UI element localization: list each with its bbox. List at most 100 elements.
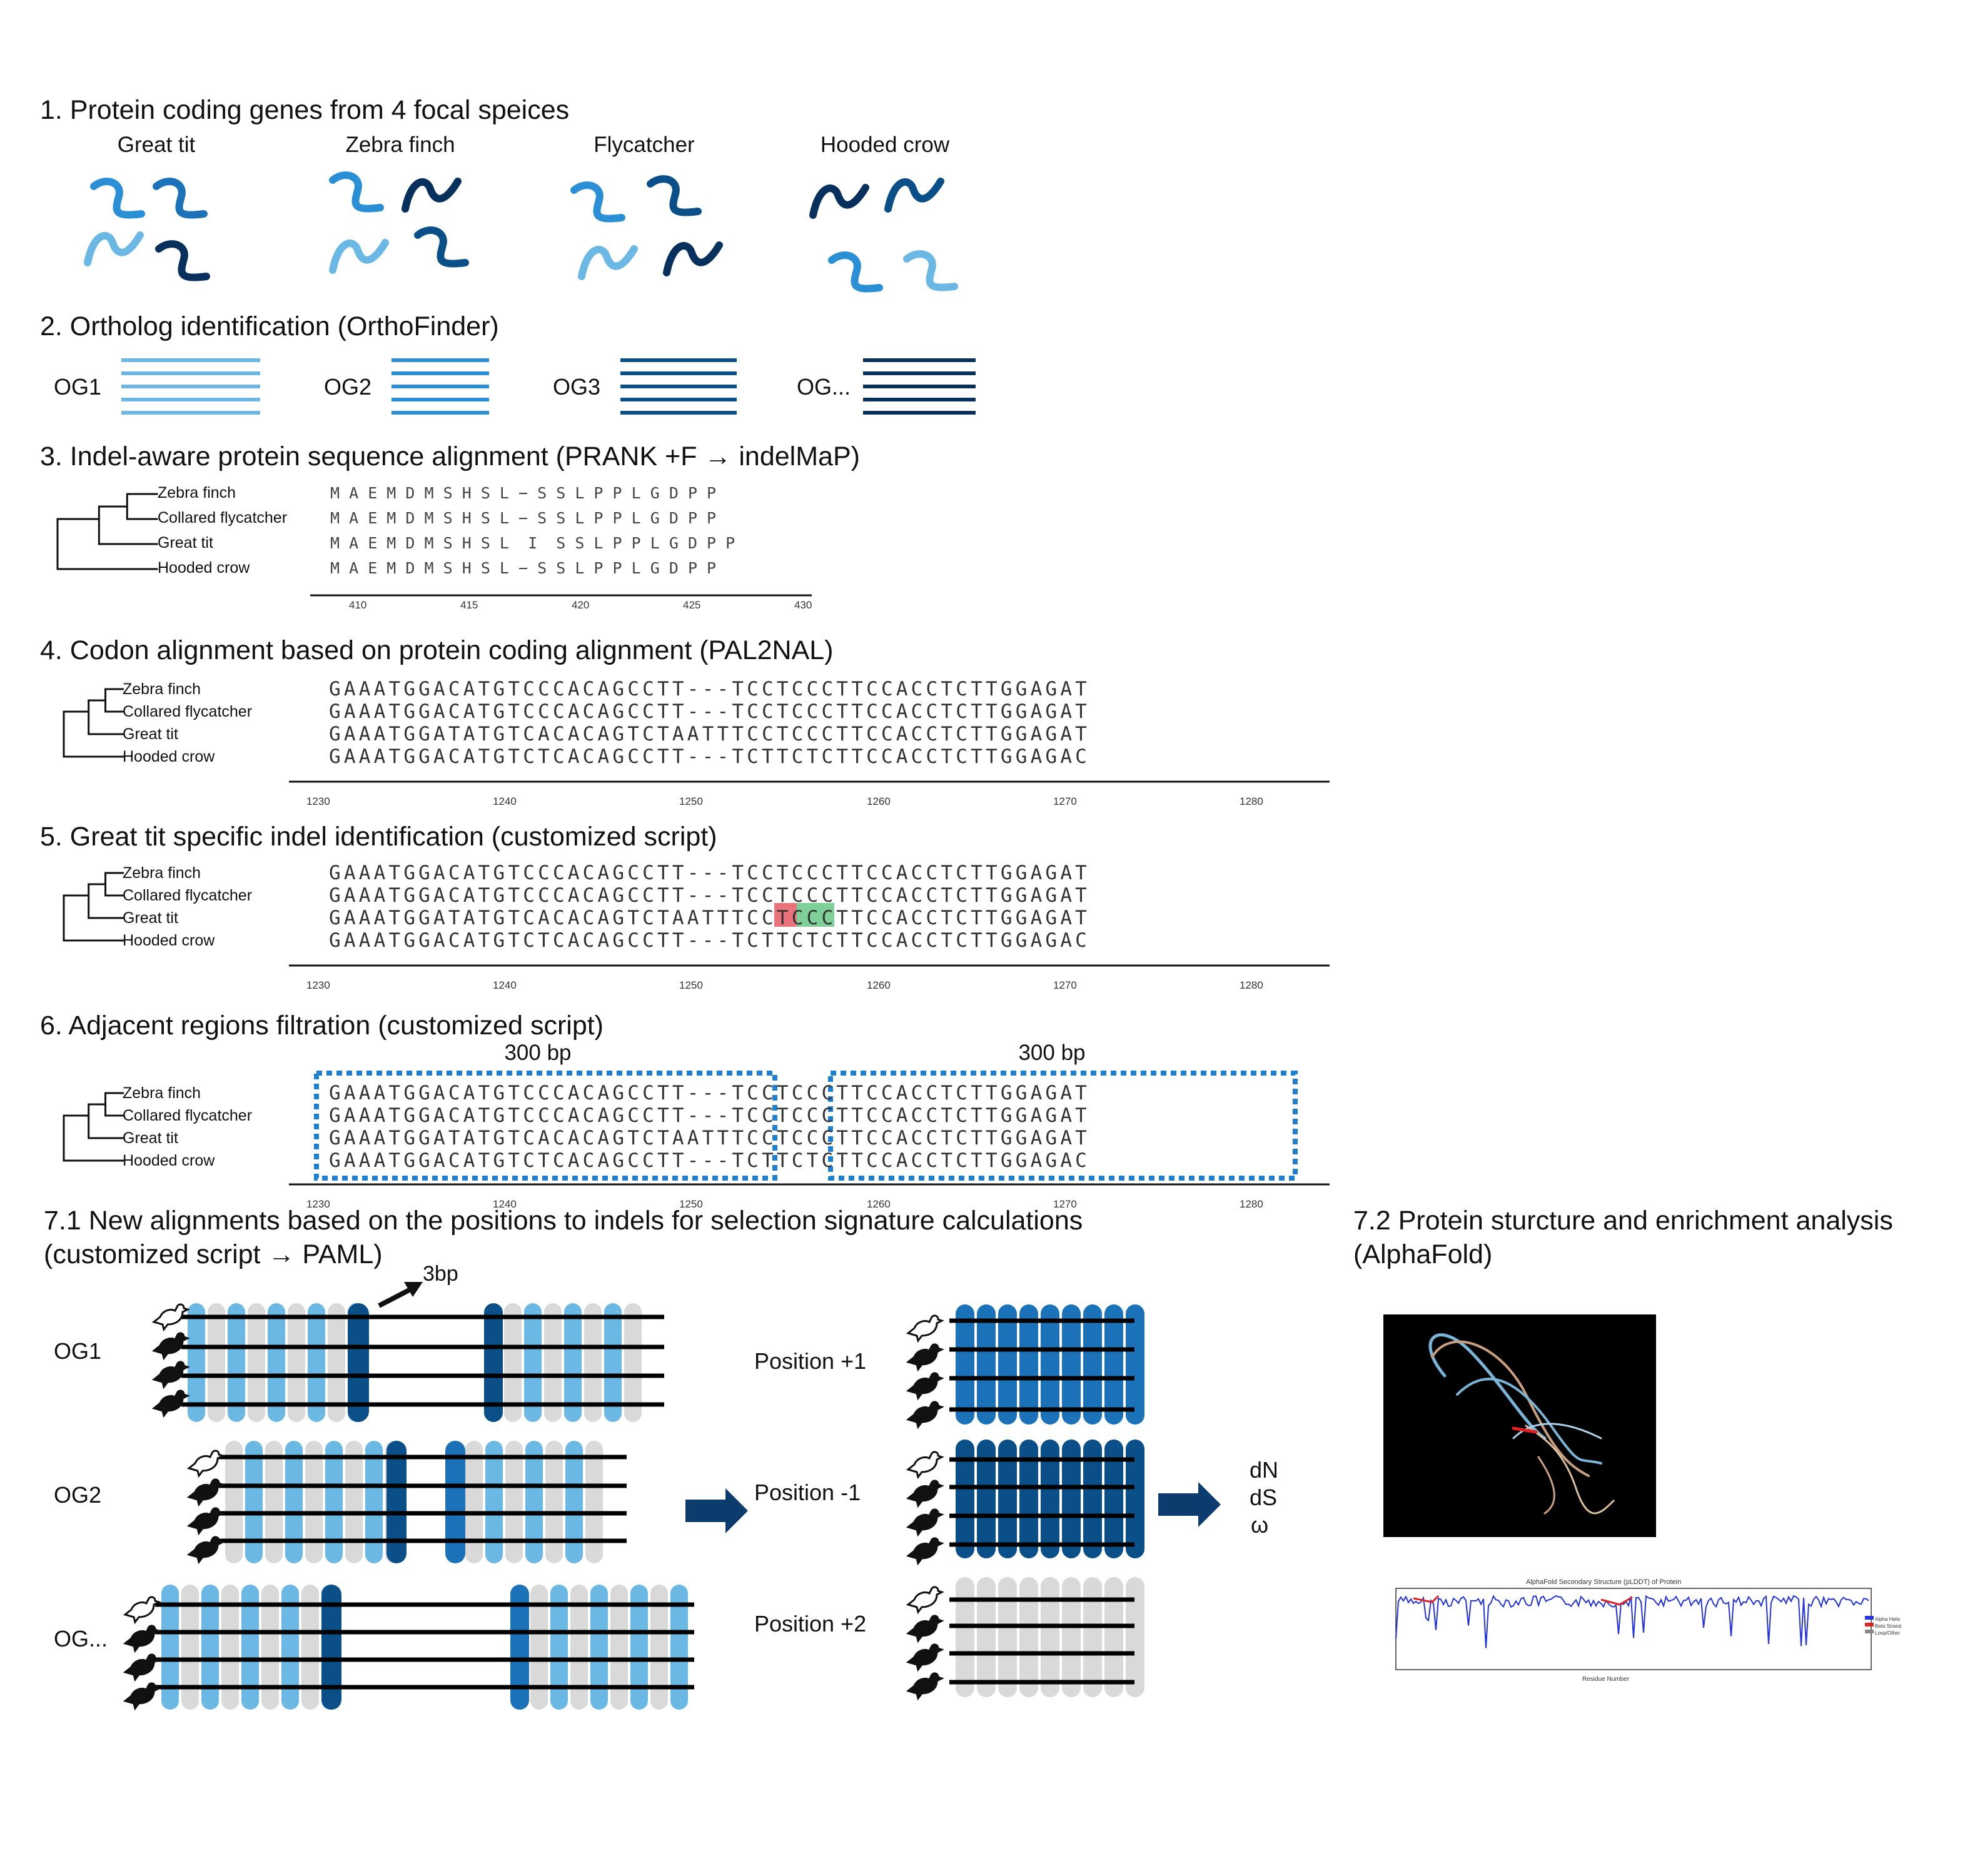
axis-tick: 1240 xyxy=(493,979,517,991)
phylogenetic-trees xyxy=(56,493,158,1162)
tree-path xyxy=(63,688,124,758)
codon-pill xyxy=(285,1441,303,1563)
codon-pill xyxy=(485,1441,503,1563)
codon-pill xyxy=(1019,1577,1038,1697)
legend-swatch xyxy=(1865,1630,1874,1633)
axis-tick: 1250 xyxy=(679,795,703,807)
axis-tick: 430 xyxy=(794,599,812,611)
bird-icon xyxy=(906,1537,944,1566)
codon-pill xyxy=(610,1585,628,1710)
taxon-label: Great tit xyxy=(123,909,178,927)
flank-box-left xyxy=(314,1071,777,1181)
gene-squiggle xyxy=(903,250,958,291)
axis-tick: 1260 xyxy=(867,795,891,807)
bird-icon xyxy=(186,1478,225,1507)
codon-pill xyxy=(345,1441,363,1563)
protein-ribbon xyxy=(1456,1378,1602,1465)
codon-pill xyxy=(386,1441,407,1563)
codon-pill xyxy=(484,1303,503,1422)
focal-bird-icon xyxy=(151,1303,190,1332)
step5-title: 5. Great tit specific indel identificati… xyxy=(40,822,717,852)
gene-squiggle xyxy=(329,171,384,213)
taxon-label: Hooded crow xyxy=(123,1152,215,1169)
right-arrow-icon xyxy=(685,1488,748,1533)
codon-pill xyxy=(265,1441,283,1563)
step72-subtitle: (AlphaFold) xyxy=(1353,1239,1493,1269)
codon-pill xyxy=(525,1441,543,1563)
bird-icon xyxy=(151,1389,190,1418)
taxon-label: Zebra finch xyxy=(158,484,236,502)
bird-icon xyxy=(906,1401,944,1430)
output-dn: dN xyxy=(1250,1457,1279,1483)
taxon-label: Collared flycatcher xyxy=(123,1107,253,1124)
axis-tick: 1280 xyxy=(1240,795,1263,807)
output-omega: ω xyxy=(1251,1512,1269,1538)
protein-ribbons xyxy=(1428,1333,1615,1515)
codon-pill xyxy=(1041,1304,1059,1425)
codon-seq-row: GAAATGGACATGTCCCACAGCCTT---TCCTCCCTTCCAC… xyxy=(329,700,1091,723)
taxon-label: Collared flycatcher xyxy=(158,509,288,527)
tree-path xyxy=(56,493,158,570)
axis-tick: 1270 xyxy=(1053,1198,1077,1210)
protein-structure-image xyxy=(1383,1314,1656,1537)
codon-pill xyxy=(1104,1440,1123,1558)
tree-path xyxy=(63,1092,124,1162)
codon-seq-row: GAAATGGACATGTCCCACAGCCTT---TCCTCCCTTCCAC… xyxy=(329,884,1091,907)
plot-xlabel: Residue Number xyxy=(1582,1676,1630,1683)
codon-pill xyxy=(1104,1577,1123,1697)
taxon-label: Zebra finch xyxy=(123,680,201,698)
focal-bird-icon xyxy=(186,1450,225,1478)
codon-alignment-blocks xyxy=(155,1303,1144,1710)
axis-tick: 1260 xyxy=(867,1198,891,1210)
codon-pill xyxy=(325,1441,343,1563)
codon-pill xyxy=(208,1303,225,1422)
shift-arrowhead-icon xyxy=(404,1282,423,1297)
species-label: Zebra finch xyxy=(345,133,455,157)
flank-box-right xyxy=(828,1071,1298,1181)
codon-pill xyxy=(544,1303,562,1422)
step72-title: 7.2 Protein sturcture and enrichment ana… xyxy=(1353,1206,1893,1236)
position-label: Position +1 xyxy=(754,1348,867,1374)
protein-seq-row: M A E M D M S H S L − S S L P P L G D P … xyxy=(330,559,717,577)
og-label: OG2 xyxy=(324,374,372,400)
codon-pill xyxy=(630,1585,648,1710)
taxon-label: Zebra finch xyxy=(123,1084,201,1102)
codon-seq-row: GAAATGGACATGTCTCACAGCCTT---TCTTCTCTTCCAC… xyxy=(329,745,1091,768)
gene-squiggle xyxy=(414,226,469,268)
codon-pill xyxy=(956,1304,974,1425)
bird-icon xyxy=(151,1361,190,1389)
step71-subtitle: (customized script → PAML) xyxy=(44,1239,383,1269)
codon-pill xyxy=(670,1585,688,1710)
legend-item: Loop/Other xyxy=(1875,1630,1901,1636)
position-label: Position -1 xyxy=(754,1480,861,1505)
codon-pill xyxy=(221,1585,239,1710)
beta-segment xyxy=(1413,1595,1440,1603)
axis-tick: 415 xyxy=(460,599,478,611)
codon-pill xyxy=(348,1303,369,1422)
codon-pill xyxy=(201,1585,219,1710)
codon-pill xyxy=(998,1304,1017,1425)
axis-tick: 1280 xyxy=(1240,1198,1263,1210)
output-ds: dS xyxy=(1250,1485,1278,1510)
indel-site-marker xyxy=(1512,1426,1538,1434)
gene-squiggle xyxy=(570,181,625,223)
axis-tick: 1270 xyxy=(1053,979,1077,991)
legend-item: Beta Strand xyxy=(1875,1623,1902,1629)
shift-label: 3bp xyxy=(423,1262,458,1286)
gene-squiggles xyxy=(84,171,958,293)
bird-icon xyxy=(151,1332,190,1361)
codon-pill xyxy=(1062,1577,1081,1697)
position-label: Position +2 xyxy=(754,1611,867,1636)
codon-pill xyxy=(1104,1304,1123,1425)
codon-pill xyxy=(1083,1577,1102,1697)
codon-pill xyxy=(650,1585,668,1710)
axis-tick: 420 xyxy=(572,599,590,611)
codon-pill xyxy=(504,1303,522,1422)
codon-pill xyxy=(545,1441,563,1563)
focal-bird-icon xyxy=(906,1314,944,1343)
gene-squiggle xyxy=(90,178,145,219)
focal-bird-icon xyxy=(906,1586,944,1615)
gene-squiggle xyxy=(578,245,638,280)
focal-bird-icon xyxy=(906,1451,944,1480)
indel-highlight-green xyxy=(797,903,834,927)
